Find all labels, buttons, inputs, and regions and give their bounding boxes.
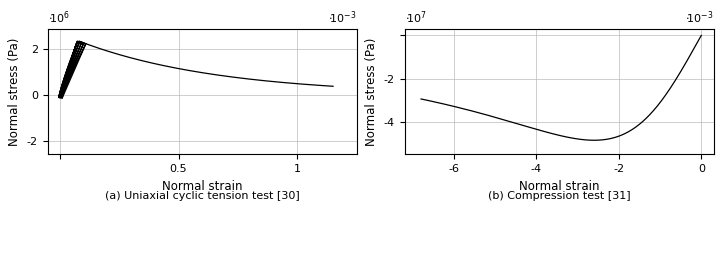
Text: $\cdot\!10^{-3}$: $\cdot\!10^{-3}$ — [685, 10, 713, 26]
Text: $\cdot\!10^6$: $\cdot\!10^6$ — [48, 10, 70, 26]
X-axis label: Normal strain: Normal strain — [162, 180, 243, 192]
Y-axis label: Normal stress (Pa): Normal stress (Pa) — [9, 37, 22, 146]
Title: (b) Compression test [31]: (b) Compression test [31] — [488, 191, 630, 201]
X-axis label: Normal strain: Normal strain — [519, 180, 599, 192]
Y-axis label: Normal stress (Pa): Normal stress (Pa) — [365, 37, 378, 146]
Text: $\cdot\!10^{-3}$: $\cdot\!10^{-3}$ — [328, 10, 357, 26]
Text: $\cdot\!10^7$: $\cdot\!10^7$ — [404, 10, 427, 26]
Title: (a) Uniaxial cyclic tension test [30]: (a) Uniaxial cyclic tension test [30] — [105, 191, 300, 201]
